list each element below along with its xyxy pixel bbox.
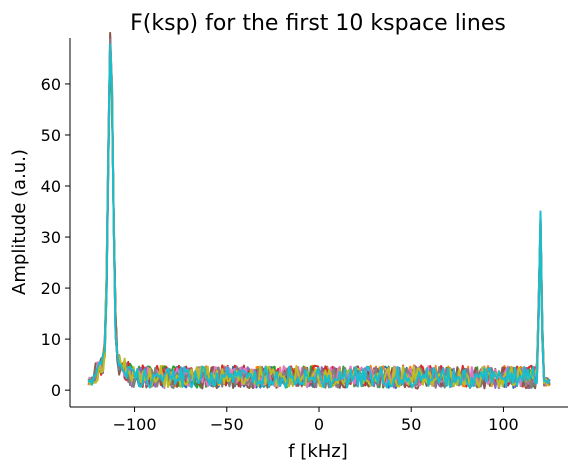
chart-title: F(ksp) for the first 10 kspace lines [130,11,506,36]
x-ticks: −100 −50 0 50 100 [113,407,519,434]
series-line-4 [87,53,551,388]
y-ticks: 0 10 20 30 40 50 60 [41,75,70,400]
y-axis-label: Amplitude (a.u.) [9,149,30,295]
series-line-3 [87,48,551,389]
series-line-5 [87,52,551,390]
series-line-7 [88,38,551,389]
series-line-6 [88,31,551,390]
y-tick-label: 40 [41,177,61,196]
y-tick-label: 50 [41,126,61,145]
x-tick-label: −50 [210,415,244,434]
y-tick-label: 0 [51,381,61,400]
series-line-2 [87,42,550,388]
x-tick-label: 0 [314,415,324,434]
series-layer [87,31,551,390]
y-tick-label: 30 [41,228,61,247]
y-tick-label: 20 [41,279,61,298]
x-axis-label: f [kHz] [288,441,348,462]
series-line-9 [87,46,551,389]
series-line-8 [87,39,551,389]
x-tick-label: 100 [488,415,519,434]
y-tick-label: 10 [41,330,61,349]
x-tick-label: 50 [401,415,421,434]
series-line-10 [87,43,551,389]
y-tick-label: 60 [41,75,61,94]
series-line-1 [87,35,551,390]
x-tick-label: −100 [113,415,157,434]
